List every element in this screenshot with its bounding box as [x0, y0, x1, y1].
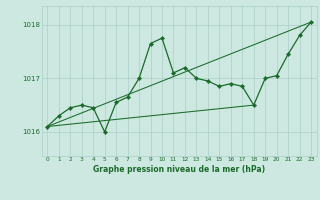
X-axis label: Graphe pression niveau de la mer (hPa): Graphe pression niveau de la mer (hPa) — [93, 165, 265, 174]
